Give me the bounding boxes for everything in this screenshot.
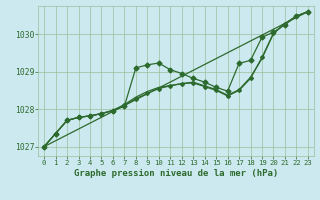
X-axis label: Graphe pression niveau de la mer (hPa): Graphe pression niveau de la mer (hPa) (74, 169, 278, 178)
